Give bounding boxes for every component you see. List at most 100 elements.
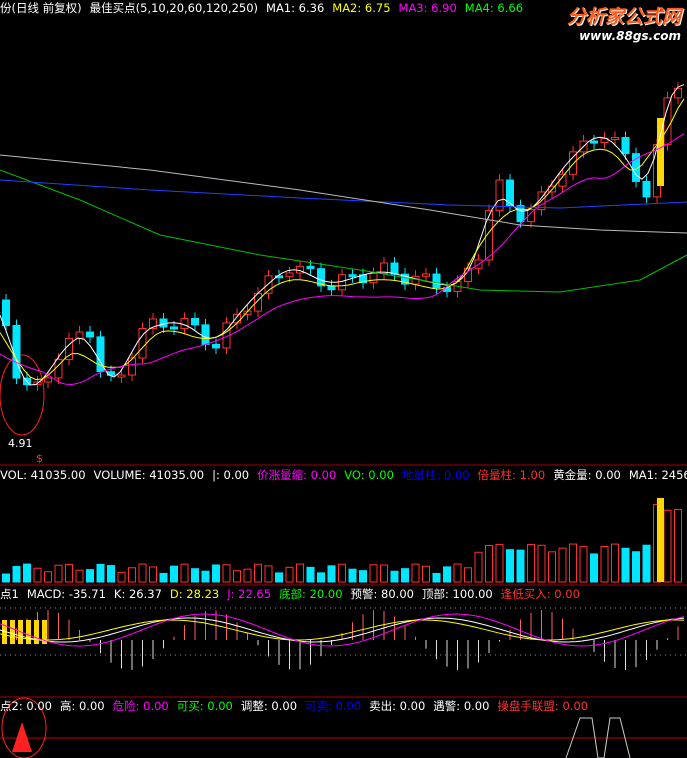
- highlight-circle: [1, 697, 47, 758]
- moving-average: [0, 98, 685, 381]
- candle: [128, 357, 136, 376]
- volume-bar: [590, 553, 598, 583]
- candle: [180, 318, 189, 330]
- header-item: MA4: 6.66: [464, 1, 524, 15]
- volume-bar: [369, 564, 378, 583]
- volume-bar: [222, 564, 231, 583]
- volume-header: VOL: 41035.00 VOLUME: 41035.00 |: 0.00 价涨量缩…: [0, 467, 687, 483]
- header-item: VOL: 41035.00: [0, 468, 86, 482]
- candle: [317, 268, 325, 287]
- header-item: 遇警: 0.00: [433, 699, 490, 713]
- header-item: MACD: -35.71: [26, 587, 106, 601]
- signal-header: 点2: 0.00 高: 0.00 危险: 0.00 可买: 0.00 调整: 0.00 可…: [0, 698, 687, 714]
- header-item: 逢低买入: 0.00: [500, 587, 580, 601]
- candle: [170, 326, 178, 330]
- volume-bar: [12, 566, 21, 583]
- indicator-line: [0, 619, 685, 641]
- moving-average: [0, 84, 685, 386]
- volume-bar: [642, 544, 651, 583]
- header-item: 高: 0.00: [59, 699, 105, 713]
- candle: [306, 265, 315, 270]
- candle: [527, 209, 535, 223]
- volume-bar: [254, 563, 262, 583]
- candle: [275, 275, 283, 279]
- header-item: 点1: [0, 587, 19, 601]
- header-item: 倍量柱: 1.00: [477, 468, 546, 482]
- candle: [44, 377, 52, 383]
- volume-bar: [516, 549, 525, 583]
- volume-bar: [527, 544, 535, 583]
- volume-bar: [485, 545, 493, 583]
- volume-bar: [432, 572, 441, 583]
- candle: [401, 273, 409, 285]
- volume-bar: [44, 571, 52, 583]
- kdj-block: [2, 620, 7, 644]
- candle: [201, 324, 210, 345]
- volume-bar: [128, 567, 136, 583]
- candle: [348, 274, 357, 278]
- header-item: 份(日线 前复权): [0, 1, 82, 15]
- volume-bar: [191, 568, 199, 583]
- volume-bar: [663, 509, 672, 583]
- candle: [411, 275, 420, 285]
- volume-bar: [422, 565, 430, 583]
- volume-bar: [579, 546, 588, 583]
- volume-bar: [401, 568, 409, 583]
- candle: [233, 313, 241, 324]
- candle: [12, 325, 21, 379]
- volume-bar: [537, 544, 546, 583]
- volume-bar: [569, 543, 577, 583]
- header-item: 可卖: 0.00: [305, 699, 362, 713]
- logo: 分析家公式网 www.88gs.com: [567, 2, 681, 43]
- highlight-bar: [657, 118, 664, 186]
- header-item: MA3: 6.90: [398, 1, 457, 15]
- logo-title: 分析家公式网: [566, 6, 681, 28]
- volume-bar: [464, 567, 472, 583]
- volume-bar: [180, 563, 189, 583]
- volume-bar: [600, 546, 609, 583]
- volume-bar: [380, 564, 388, 583]
- signal-mark: $: [36, 452, 43, 465]
- volume-bar: [348, 568, 357, 583]
- kdj-block: [26, 620, 31, 644]
- candle: [621, 137, 630, 155]
- volume-bar: [296, 563, 304, 583]
- candle: [674, 87, 682, 99]
- volume-bar: [306, 566, 315, 583]
- volume-bar: [33, 567, 42, 583]
- price-header: 份(日线 前复权) 最佳买点(5,10,20,60,120,250) MA1: 6.…: [0, 0, 687, 16]
- candle: [611, 137, 619, 141]
- volume-bar: [275, 572, 283, 583]
- volume-bar: [159, 572, 168, 583]
- kdj-block: [10, 620, 15, 644]
- volume-bar: [453, 563, 462, 583]
- header-item: 底部: 20.00: [279, 587, 343, 601]
- low-price-label: 4.91: [8, 437, 33, 450]
- highlight-bar: [657, 498, 664, 582]
- volume-bar: [674, 509, 682, 583]
- moving-average: [0, 179, 687, 209]
- volume-bar: [86, 569, 94, 583]
- candle: [75, 331, 84, 339]
- header-item: VO: 0.00: [344, 468, 394, 482]
- header-item: 点2: 0.00: [0, 699, 52, 713]
- candle: [632, 153, 640, 182]
- volume-bar: [233, 570, 241, 583]
- candle: [516, 205, 525, 223]
- candle: [506, 179, 514, 207]
- candle: [117, 374, 126, 378]
- volume-bar: [548, 551, 556, 583]
- header-item: MA1: 6.36: [266, 1, 325, 15]
- candle: [159, 318, 168, 328]
- candle: [590, 140, 598, 144]
- volume-bar: [611, 543, 619, 583]
- volume-bar: [390, 570, 399, 583]
- volume-bar: [264, 565, 273, 583]
- candle: [2, 299, 10, 326]
- header-item: 价涨量缩: 0.00: [257, 468, 337, 482]
- signal-triangle: [12, 722, 32, 752]
- volume-bar: [75, 569, 84, 583]
- volume-bar: [506, 549, 514, 583]
- header-item: 黄金量: 0.00: [553, 468, 621, 482]
